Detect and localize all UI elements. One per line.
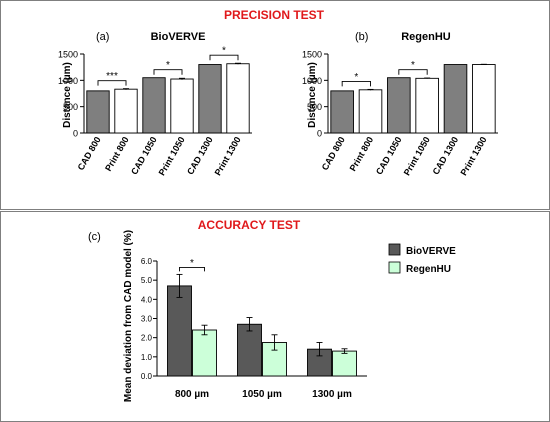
accuracy-title: ACCURACY TEST	[198, 218, 301, 232]
bar	[198, 64, 222, 134]
bar	[358, 89, 383, 134]
y-tick-label: 4.0	[141, 295, 153, 304]
precision-title: PRECISION TEST	[224, 8, 325, 22]
significance-bracket	[398, 69, 428, 75]
y-tick-label: 1000	[302, 76, 322, 86]
y-tick-label: 6.0	[141, 257, 153, 266]
chart-c: 0.0 1.0 2.0 3.0 4.0 5.0 6.0 800 µm 1050 µm 1300 µ…	[141, 257, 367, 400]
x-tick-label: CAD 1050	[374, 135, 404, 176]
y-tick-label: 0	[73, 129, 78, 139]
x-tick-label: Print 1300	[213, 135, 243, 177]
significance-label: *	[411, 60, 415, 71]
legend-swatch-regenhu	[388, 261, 401, 274]
panel-a-title: BioVERVE	[151, 31, 206, 43]
y-tick-label: 1500	[58, 50, 78, 60]
legend-swatch-bioverve	[388, 243, 401, 256]
x-tick-label: Print 1300	[458, 135, 488, 177]
x-tick-label: 1050 µm	[242, 389, 282, 400]
x-tick-label: Print 1050	[157, 135, 187, 177]
significance-label: *	[222, 46, 226, 57]
x-tick-label: 800 µm	[175, 389, 209, 400]
y-tick-label: 1.0	[141, 353, 153, 362]
significance-label: *	[354, 72, 358, 83]
legend-label-regenhu: RegenHU	[406, 264, 451, 275]
legend: BioVERVE RegenHU	[388, 243, 456, 275]
panel-b-ylabel: Distance (µm)	[307, 62, 318, 128]
bar	[387, 77, 411, 134]
y-tick-label: 500	[63, 102, 78, 112]
y-tick-label: 500	[307, 102, 322, 112]
x-tick-label: CAD 1300	[185, 135, 215, 176]
panel-b-label: (b)	[355, 31, 368, 43]
bar	[192, 329, 217, 377]
bar	[142, 77, 166, 134]
bar	[237, 323, 262, 377]
panel-a-label: (a)	[96, 31, 109, 43]
panel-c-label: (c)	[88, 231, 101, 243]
bar	[472, 64, 496, 134]
significance-label: *	[166, 60, 170, 71]
panel-a-ylabel: Distance (µm)	[62, 62, 73, 128]
y-tick-label: 5.0	[141, 276, 153, 285]
x-tick-label: 1300 µm	[312, 389, 352, 400]
x-tick-label: CAD 1300	[431, 135, 461, 176]
bar	[226, 63, 250, 134]
x-tick-label: CAD 800	[320, 135, 347, 172]
bar	[330, 90, 354, 134]
x-tick-label: Print 800	[348, 135, 376, 173]
bar	[114, 88, 138, 134]
bar	[170, 78, 194, 134]
significance-label: *	[190, 258, 194, 269]
bar	[86, 90, 110, 134]
significance-bracket	[341, 80, 371, 87]
panel-b-title: RegenHU	[401, 31, 451, 43]
significance-bracket	[209, 54, 239, 61]
panel-c-ylabel: Mean deviation from CAD model (%)	[123, 230, 134, 402]
significance-bracket	[179, 266, 205, 272]
bar	[332, 350, 357, 377]
x-tick-label: Print 800	[103, 135, 131, 173]
y-tick-label: 0.0	[141, 372, 153, 381]
bar	[415, 77, 439, 134]
significance-bracket	[97, 80, 127, 86]
x-tick-label: CAD 1050	[129, 135, 159, 176]
y-tick-label: 1500	[302, 50, 322, 60]
y-tick-label: 1000	[58, 76, 78, 86]
x-tick-label: CAD 800	[76, 135, 103, 172]
significance-bracket	[153, 69, 183, 75]
significance-label: ***	[106, 71, 118, 82]
legend-label-bioverve: BioVERVE	[406, 246, 456, 257]
y-tick-label: 3.0	[141, 315, 153, 324]
bar	[167, 285, 192, 377]
bar	[443, 64, 468, 134]
x-tick-label: Print 1050	[402, 135, 432, 177]
y-tick-label: 2.0	[141, 334, 153, 343]
y-tick-label: 0	[317, 129, 322, 139]
